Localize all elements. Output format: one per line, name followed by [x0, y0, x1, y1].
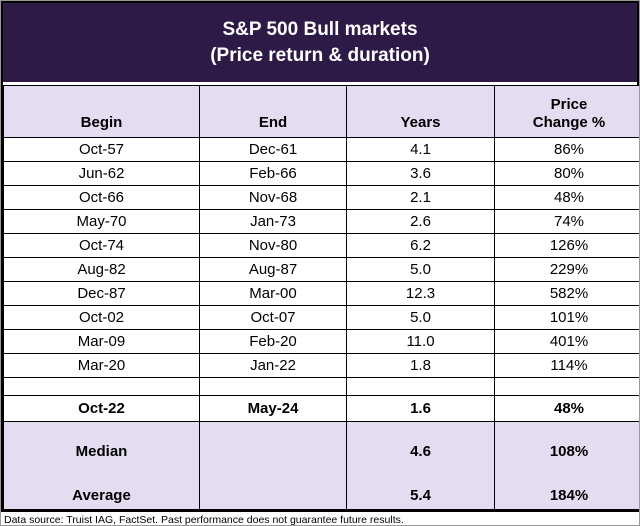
empty-cell [3, 377, 200, 396]
cell-end: Dec-61 [199, 137, 347, 162]
spacer-row [3, 421, 639, 439]
cell-end: Jan-22 [199, 353, 347, 378]
empty-cell [199, 481, 347, 510]
empty-cell [3, 421, 200, 439]
cell-years: 4.1 [346, 137, 495, 162]
bull-markets-table-container: S&P 500 Bull markets (Price return & dur… [1, 1, 639, 512]
empty-cell [346, 464, 495, 482]
cell-end: Nov-68 [199, 185, 347, 210]
spacer-row [3, 377, 639, 396]
cell-years: 1.6 [346, 395, 495, 422]
cell-end: Feb-20 [199, 329, 347, 354]
empty-cell [494, 421, 639, 439]
cell-end: Jan-73 [199, 209, 347, 234]
col-header-begin: Begin [3, 85, 200, 138]
cell-begin: Oct-02 [3, 305, 200, 330]
cell-begin: Oct-57 [3, 137, 200, 162]
cell-price-change: 86% [494, 137, 639, 162]
cell-begin: Oct-22 [3, 395, 200, 422]
spacer-row [3, 464, 639, 482]
cell-price-change: 126% [494, 233, 639, 258]
cell-price-change: 48% [494, 395, 639, 422]
cell-begin: Mar-20 [3, 353, 200, 378]
col-header-end: End [199, 85, 347, 138]
cell-end: Feb-66 [199, 161, 347, 186]
cell-begin: May-70 [3, 209, 200, 234]
table-row: May-70 Jan-73 2.6 74% [3, 209, 639, 234]
cell-price-change: 80% [494, 161, 639, 186]
header-row: Begin End Years Price Change % [3, 85, 639, 138]
table-row: Jun-62 Feb-66 3.6 80% [3, 161, 639, 186]
cell-years: 5.0 [346, 257, 495, 282]
title-line2: (Price return & duration) [210, 44, 430, 66]
cell-begin: Mar-09 [3, 329, 200, 354]
cell-years: 4.6 [346, 438, 495, 465]
title-line1: S&P 500 Bull markets [222, 18, 418, 40]
average-row: Average 5.4 184% [3, 481, 639, 510]
table-row: Dec-87 Mar-00 12.3 582% [3, 281, 639, 306]
empty-cell [346, 421, 495, 439]
source-note: Data source: Truist IAG, FactSet. Past p… [1, 512, 639, 525]
cell-years: 2.6 [346, 209, 495, 234]
empty-cell [494, 464, 639, 482]
cell-price-change: 229% [494, 257, 639, 282]
cell-end: Aug-87 [199, 257, 347, 282]
cell-label: Average [3, 481, 200, 510]
cell-price-change: 48% [494, 185, 639, 210]
cell-years: 2.1 [346, 185, 495, 210]
cell-price-change: 582% [494, 281, 639, 306]
table-row: Aug-82 Aug-87 5.0 229% [3, 257, 639, 282]
cell-price-change: 108% [494, 438, 639, 465]
current-market-row: Oct-22 May-24 1.6 48% [3, 395, 639, 422]
cell-years: 12.3 [346, 281, 495, 306]
cell-end: Nov-80 [199, 233, 347, 258]
cell-begin: Jun-62 [3, 161, 200, 186]
bull-markets-table: Begin End Years Price Change % Oct-57 De… [3, 85, 639, 510]
cell-price-change: 101% [494, 305, 639, 330]
empty-cell [494, 377, 639, 396]
empty-cell [3, 464, 200, 482]
col-header-price-change: Price Change % [494, 85, 639, 138]
cell-years: 11.0 [346, 329, 495, 354]
table-title: S&P 500 Bull markets (Price return & dur… [3, 3, 637, 85]
cell-end: Mar-00 [199, 281, 347, 306]
empty-cell [199, 421, 347, 439]
table-row: Oct-74 Nov-80 6.2 126% [3, 233, 639, 258]
cell-begin: Aug-82 [3, 257, 200, 282]
col-header-years: Years [346, 85, 495, 138]
cell-years: 5.0 [346, 305, 495, 330]
table-row: Oct-57 Dec-61 4.1 86% [3, 137, 639, 162]
cell-begin: Oct-74 [3, 233, 200, 258]
cell-end: May-24 [199, 395, 347, 422]
cell-years: 6.2 [346, 233, 495, 258]
cell-price-change: 114% [494, 353, 639, 378]
cell-begin: Dec-87 [3, 281, 200, 306]
empty-cell [199, 438, 347, 465]
table-row: Oct-02 Oct-07 5.0 101% [3, 305, 639, 330]
cell-years: 5.4 [346, 481, 495, 510]
cell-end: Oct-07 [199, 305, 347, 330]
table-row: Oct-66 Nov-68 2.1 48% [3, 185, 639, 210]
cell-years: 1.8 [346, 353, 495, 378]
cell-price-change: 401% [494, 329, 639, 354]
empty-cell [199, 377, 347, 396]
table-row: Mar-09 Feb-20 11.0 401% [3, 329, 639, 354]
cell-price-change: 184% [494, 481, 639, 510]
median-row: Median 4.6 108% [3, 438, 639, 465]
cell-price-change: 74% [494, 209, 639, 234]
empty-cell [199, 464, 347, 482]
cell-begin: Oct-66 [3, 185, 200, 210]
cell-years: 3.6 [346, 161, 495, 186]
table-row: Mar-20 Jan-22 1.8 114% [3, 353, 639, 378]
empty-cell [346, 377, 495, 396]
cell-label: Median [3, 438, 200, 465]
